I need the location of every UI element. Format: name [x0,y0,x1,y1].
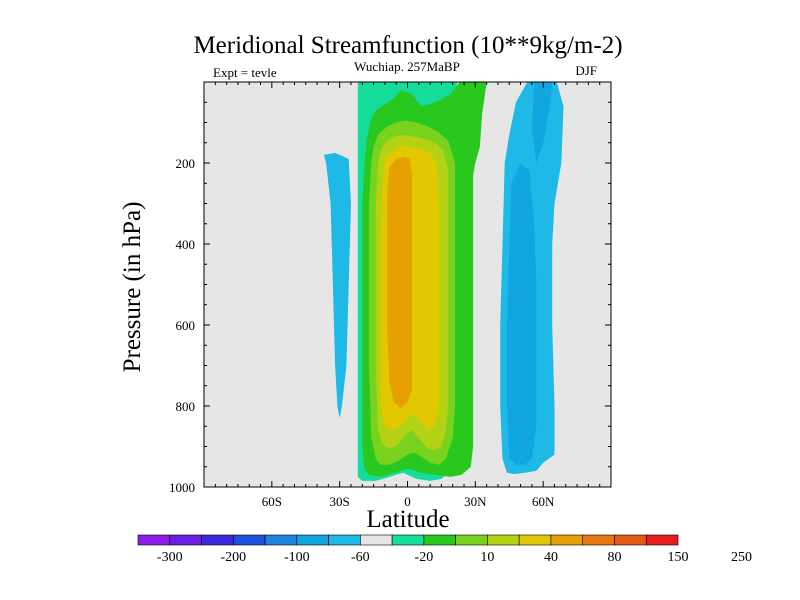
colorbar-box [296,534,329,546]
colorbar-box [423,534,456,546]
plot-area [203,81,612,488]
contour-southern-negative-cell [323,152,351,419]
colorbar-box [518,534,552,546]
x-tick-label: 0 [404,494,411,509]
colorbar-box [487,534,520,546]
x-axis: 60S 30S 0 30N 60N [214,82,601,509]
colorbar-box [582,534,615,546]
x-tick-label: 60S [262,494,282,509]
period-label: Wuchiap. 257MaBP [354,59,460,74]
colorbar-box [264,534,298,546]
colorbar-label: -200 [220,550,246,565]
y-tick-label: 800 [176,399,196,414]
colorbar-label: 40 [544,550,558,565]
colorbar-box [201,534,234,546]
y-axis: 200 400 600 800 1000 [169,101,611,495]
contour-northern-negative-top [531,82,553,163]
colorbar-box [391,534,425,546]
colorbar-box [550,534,584,546]
y-tick-label: 200 [176,156,196,171]
colorbar-label: -300 [157,550,183,565]
colorbar-label: 250 [731,550,752,565]
colorbar-label: -20 [415,550,434,565]
colorbar-box [232,534,266,546]
colorbar-box [360,534,393,546]
colorbar-box [614,534,647,546]
x-tick-label: 30S [330,494,350,509]
colorbar: -300 -200 -100 -60 -20 10 40 80 150 250 [137,534,752,565]
colorbar-box [169,534,202,546]
colorbar-label: -100 [284,550,310,565]
x-tick-label: 30N [464,494,487,509]
contour-northern-negative-core [507,163,537,465]
chart-title: Meridional Streamfunction (10**9kg/m-2) [193,32,622,59]
colorbar-label: 150 [668,550,689,565]
colorbar-label: 80 [607,550,621,565]
experiment-label: Expt = tevle [213,65,277,80]
contour-main-cell-level-6 [387,156,412,408]
y-tick-label: 400 [176,237,196,252]
colorbar-box [328,534,361,546]
colorbar-label: 10 [480,550,494,565]
colorbar-label: -60 [351,550,370,565]
colorbar-box [137,534,171,546]
season-label: DJF [575,63,597,78]
colorbar-box [455,534,488,546]
y-tick-label: 1000 [169,480,195,495]
x-tick-label: 60N [532,494,555,509]
y-tick-label: 600 [176,318,196,333]
x-axis-label: Latitude [366,506,449,533]
y-axis-label: Pressure (in hPa) [119,202,146,373]
colorbar-box [645,534,679,546]
